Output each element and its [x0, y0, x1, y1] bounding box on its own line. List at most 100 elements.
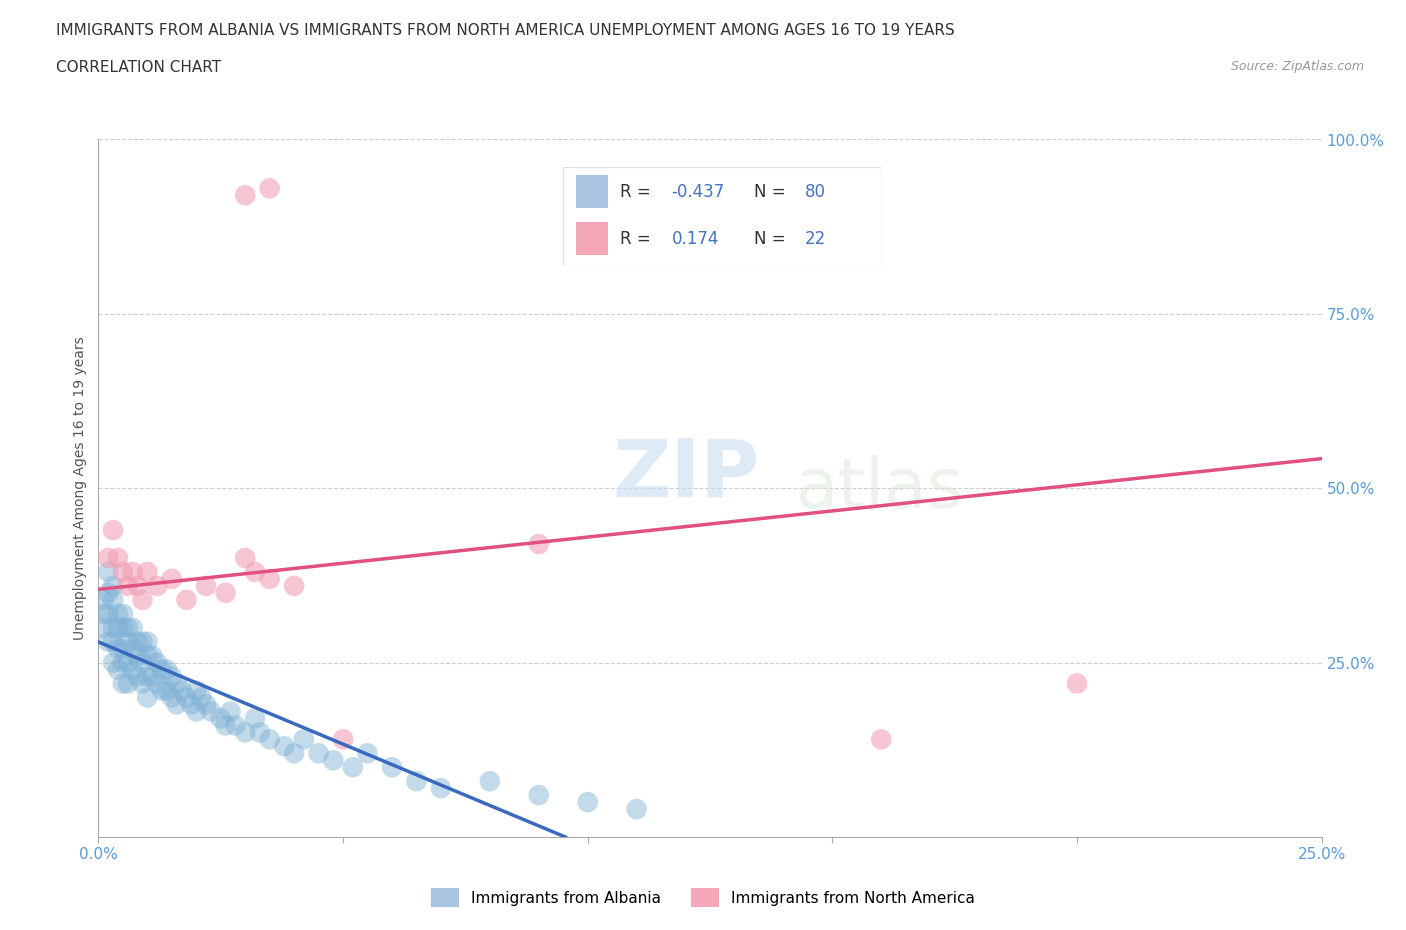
Point — [233, 188, 256, 203]
Point — [101, 620, 124, 635]
Point — [243, 565, 266, 579]
Point — [224, 718, 246, 733]
Point — [146, 656, 169, 671]
Point — [478, 774, 501, 789]
Point — [430, 781, 453, 796]
Point — [259, 180, 281, 196]
Point — [121, 642, 143, 657]
Point — [127, 648, 149, 663]
Point — [870, 732, 893, 747]
Point — [160, 571, 183, 587]
Point — [626, 802, 648, 817]
Point — [121, 662, 143, 677]
Point — [381, 760, 404, 775]
Point — [219, 704, 242, 719]
Text: 80: 80 — [806, 183, 825, 201]
Point — [166, 676, 188, 691]
Point — [97, 634, 120, 649]
Point — [111, 642, 134, 657]
Point — [356, 746, 378, 761]
Point — [190, 690, 212, 705]
Point — [141, 670, 163, 684]
Point — [233, 725, 256, 740]
Point — [117, 620, 139, 635]
Point — [292, 732, 315, 747]
Text: R =: R = — [620, 230, 662, 247]
Point — [91, 592, 114, 607]
Point — [214, 718, 236, 733]
Point — [233, 551, 256, 565]
Point — [131, 592, 153, 607]
Point — [136, 690, 159, 705]
Point — [166, 698, 188, 712]
Point — [107, 642, 129, 657]
Point — [117, 634, 139, 649]
Point — [131, 634, 153, 649]
Point — [186, 683, 208, 698]
Point — [195, 698, 218, 712]
Point — [117, 656, 139, 671]
Text: atlas: atlas — [796, 455, 963, 522]
Bar — [576, 222, 607, 256]
Point — [259, 732, 281, 747]
Point — [200, 704, 222, 719]
Point — [160, 670, 183, 684]
Point — [150, 683, 173, 698]
Point — [405, 774, 427, 789]
Point — [176, 690, 198, 705]
Point — [97, 551, 120, 565]
Point — [259, 571, 281, 587]
Point — [107, 662, 129, 677]
Point — [111, 606, 134, 621]
Point — [101, 523, 124, 538]
Text: CORRELATION CHART: CORRELATION CHART — [56, 60, 221, 75]
FancyBboxPatch shape — [564, 167, 882, 265]
Point — [160, 690, 183, 705]
Point — [131, 656, 153, 671]
Point — [156, 662, 179, 677]
Point — [576, 794, 599, 809]
Point — [97, 586, 120, 601]
Point — [121, 620, 143, 635]
Text: 22: 22 — [806, 230, 827, 247]
Text: N =: N = — [754, 183, 792, 201]
Text: ZIP: ZIP — [612, 435, 759, 513]
Point — [527, 537, 550, 551]
Point — [214, 586, 236, 601]
Point — [273, 738, 295, 753]
Point — [117, 578, 139, 593]
Point — [127, 634, 149, 649]
Point — [111, 676, 134, 691]
Point — [127, 578, 149, 593]
Point — [101, 656, 124, 671]
Text: 0.174: 0.174 — [672, 230, 718, 247]
Point — [111, 620, 134, 635]
Point — [127, 670, 149, 684]
Point — [91, 606, 114, 621]
Point — [146, 578, 169, 593]
Point — [141, 648, 163, 663]
Point — [136, 670, 159, 684]
Point — [107, 606, 129, 621]
Point — [97, 565, 120, 579]
Point — [131, 676, 153, 691]
Point — [186, 704, 208, 719]
Point — [136, 565, 159, 579]
Point — [170, 683, 193, 698]
Text: -0.437: -0.437 — [672, 183, 724, 201]
Point — [117, 676, 139, 691]
Bar — [576, 175, 607, 208]
Point — [101, 634, 124, 649]
Point — [136, 648, 159, 663]
Y-axis label: Unemployment Among Ages 16 to 19 years: Unemployment Among Ages 16 to 19 years — [73, 337, 87, 640]
Point — [332, 732, 354, 747]
Point — [97, 606, 120, 621]
Point — [1066, 676, 1088, 691]
Point — [527, 788, 550, 803]
Point — [111, 656, 134, 671]
Point — [107, 620, 129, 635]
Point — [283, 578, 305, 593]
Text: Source: ZipAtlas.com: Source: ZipAtlas.com — [1230, 60, 1364, 73]
Legend: Immigrants from Albania, Immigrants from North America: Immigrants from Albania, Immigrants from… — [425, 883, 981, 913]
Point — [243, 711, 266, 725]
